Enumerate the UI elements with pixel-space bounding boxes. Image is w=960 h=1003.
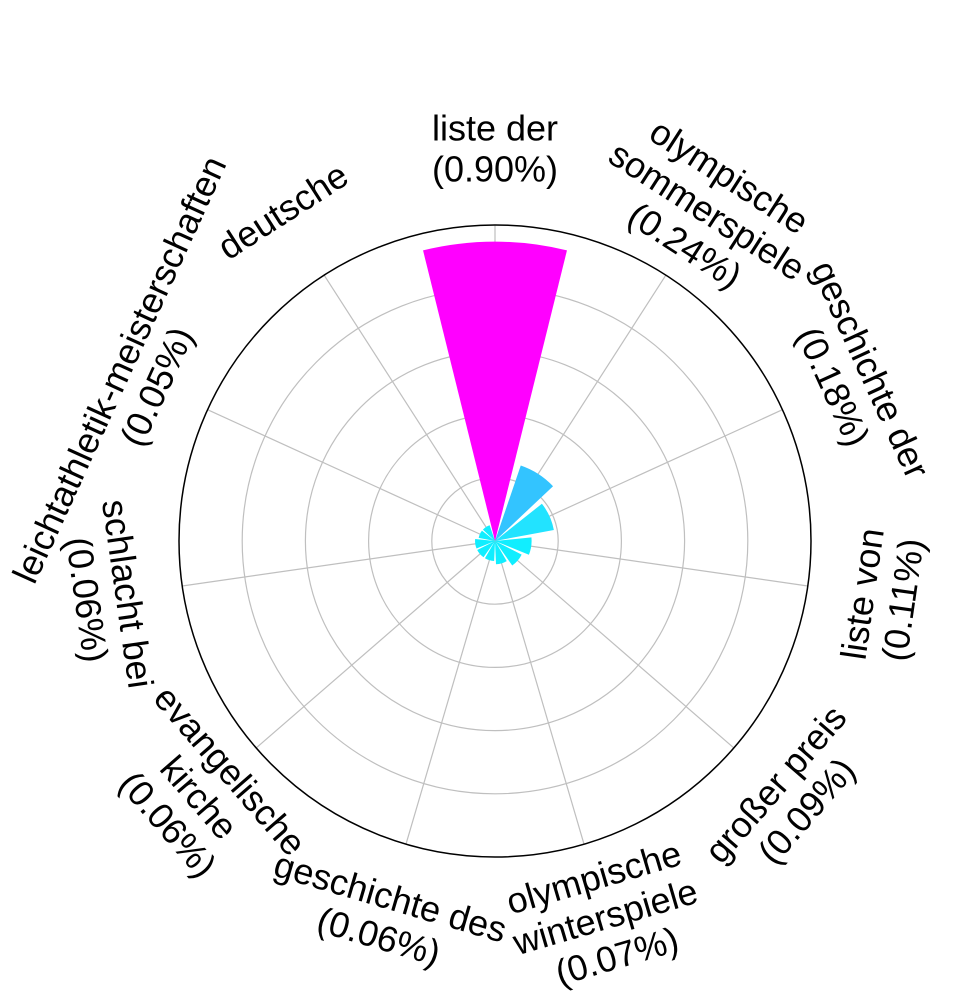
category-label-1: liste der (0.90%) [432,108,558,190]
grid-spoke [207,409,496,542]
bar-8 [477,541,495,558]
grid-spoke [494,540,808,587]
bar-10 [478,530,495,541]
category-label-3: geschichte der(0.18%) [766,254,938,501]
labels-layer: liste der (0.90%) olympischesommerspiele(0… [4,98,938,1003]
category-name: liste der [432,108,558,149]
bars-layer [423,241,567,566]
value-label: (0.90%) [432,149,558,190]
category-label-5: großer preis(0.09%) [696,697,885,897]
grid-spoke [494,540,585,845]
grid-spoke [405,540,496,845]
category-label-6: olympischewinterspiele(0.07%) [496,831,714,1003]
bar-11 [482,525,495,541]
grid-spoke [323,274,496,542]
bar-7 [484,541,495,561]
category-label-2: olympischesommerspiele(0.24%) [580,98,835,323]
polar-axis-circle [178,224,812,858]
bar-3 [495,503,554,541]
grid-spoke [494,540,735,749]
bar-1 [423,241,567,541]
category-label-7: geschichte des(0.06%) [258,843,512,989]
bar-6 [495,541,507,565]
category-label-4: liste von(0.11%) [833,526,933,668]
bar-4 [495,537,532,555]
bar-5 [495,541,522,566]
axis-layer [178,224,812,858]
grid-spoke [255,540,496,749]
bar-9 [475,539,495,549]
bar-2 [495,465,554,541]
grid-spoke [182,540,496,587]
